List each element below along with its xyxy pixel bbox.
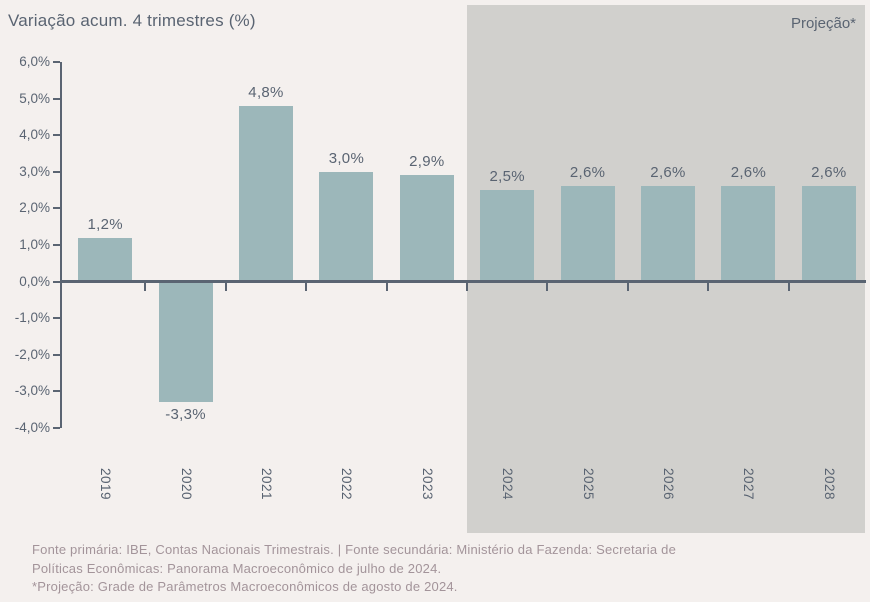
bar-value-label: 1,2%: [87, 215, 123, 233]
y-axis-tick-label: 1,0%: [19, 237, 50, 252]
bar-value-label: 2,6%: [730, 164, 767, 182]
y-axis-tick: [53, 134, 60, 137]
y-axis-tick-label: 2,0%: [19, 200, 50, 216]
x-axis-tick: [546, 281, 549, 291]
bar-2019: [78, 237, 133, 282]
footnote-line-3: *Projeção: Grade de Parâmetros Macroecon…: [32, 579, 458, 594]
bar-value-label: 4,8%: [248, 83, 284, 101]
y-axis-line: [60, 62, 62, 428]
bar-value-label: 2,6%: [650, 164, 686, 182]
bar-2027: [721, 186, 776, 282]
x-axis-zero-line: [60, 280, 866, 284]
y-axis-tick-label: 3,0%: [19, 163, 50, 179]
x-axis-tick: [787, 281, 790, 291]
y-axis-tick-label: 4,0%: [19, 127, 50, 143]
chart-title: Variação acum. 4 trimestres (%): [8, 11, 256, 30]
source-footnote: Fonte primária: IBE, Contas Nacionais Tr…: [32, 541, 676, 597]
y-axis-tick-label: -4,0%: [14, 420, 50, 435]
x-axis-label-2025: 2025: [580, 467, 596, 501]
x-axis-label-2021: 2021: [259, 467, 274, 501]
y-axis-tick-label: -3,0%: [14, 383, 50, 399]
projection-region-label: Projeção*: [790, 15, 856, 32]
x-axis-tick: [707, 281, 710, 291]
bar-value-label: 2,6%: [811, 164, 847, 182]
y-axis-tick: [53, 427, 60, 429]
bar-2022: [319, 171, 374, 282]
y-axis-tick: [53, 390, 60, 393]
bar-2025: [560, 186, 615, 282]
bar-value-label: 2,6%: [569, 164, 606, 182]
y-axis-tick: [53, 353, 60, 356]
footnote-line-1: Fonte primária: IBE, Contas Nacionais Tr…: [32, 542, 676, 557]
y-axis-tick-label: 6,0%: [19, 54, 50, 69]
x-axis-label-2020: 2020: [178, 467, 194, 501]
y-axis-tick: [53, 207, 60, 210]
bar-2026: [641, 186, 695, 282]
bar-2023: [399, 175, 454, 282]
bar-2028: [801, 186, 856, 282]
x-axis-tick: [224, 281, 227, 291]
y-axis-tick: [53, 317, 60, 320]
x-axis-label-2023: 2023: [419, 467, 435, 501]
y-axis-tick: [53, 97, 60, 100]
x-axis-tick: [144, 281, 147, 291]
x-axis-label-2024: 2024: [500, 467, 516, 501]
bar-value-label: 2,5%: [489, 168, 525, 186]
bar-value-label: 3,0%: [328, 149, 365, 167]
y-axis-tick-label: 0,0%: [19, 273, 50, 289]
x-axis-label-2026: 2026: [661, 467, 676, 501]
y-axis-tick-label: 5,0%: [19, 90, 50, 106]
x-axis-label-2022: 2022: [339, 467, 355, 501]
y-axis-tick-label: -2,0%: [14, 346, 50, 362]
bar-value-label: -3,3%: [165, 406, 206, 424]
y-axis-tick: [53, 244, 60, 246]
bar-2021: [239, 105, 293, 282]
bar-2024: [480, 190, 535, 282]
x-axis-tick: [466, 281, 468, 291]
footnote-line-2: Políticas Econômicas: Panorama Macroecon…: [32, 560, 442, 576]
x-axis-tick: [305, 281, 308, 291]
y-axis-tick: [53, 280, 60, 283]
x-axis-tick: [626, 281, 629, 291]
y-axis-tick-label: -1,0%: [14, 310, 50, 326]
y-axis-tick: [53, 170, 60, 173]
x-axis-label-2027: 2027: [741, 467, 757, 501]
y-axis-tick: [53, 61, 60, 63]
x-axis-label-2019: 2019: [98, 467, 114, 501]
x-axis-tick: [385, 281, 388, 291]
bar-2020: [158, 281, 213, 403]
x-axis-label-2028: 2028: [821, 467, 837, 501]
bar-value-label: 2,9%: [409, 153, 445, 171]
